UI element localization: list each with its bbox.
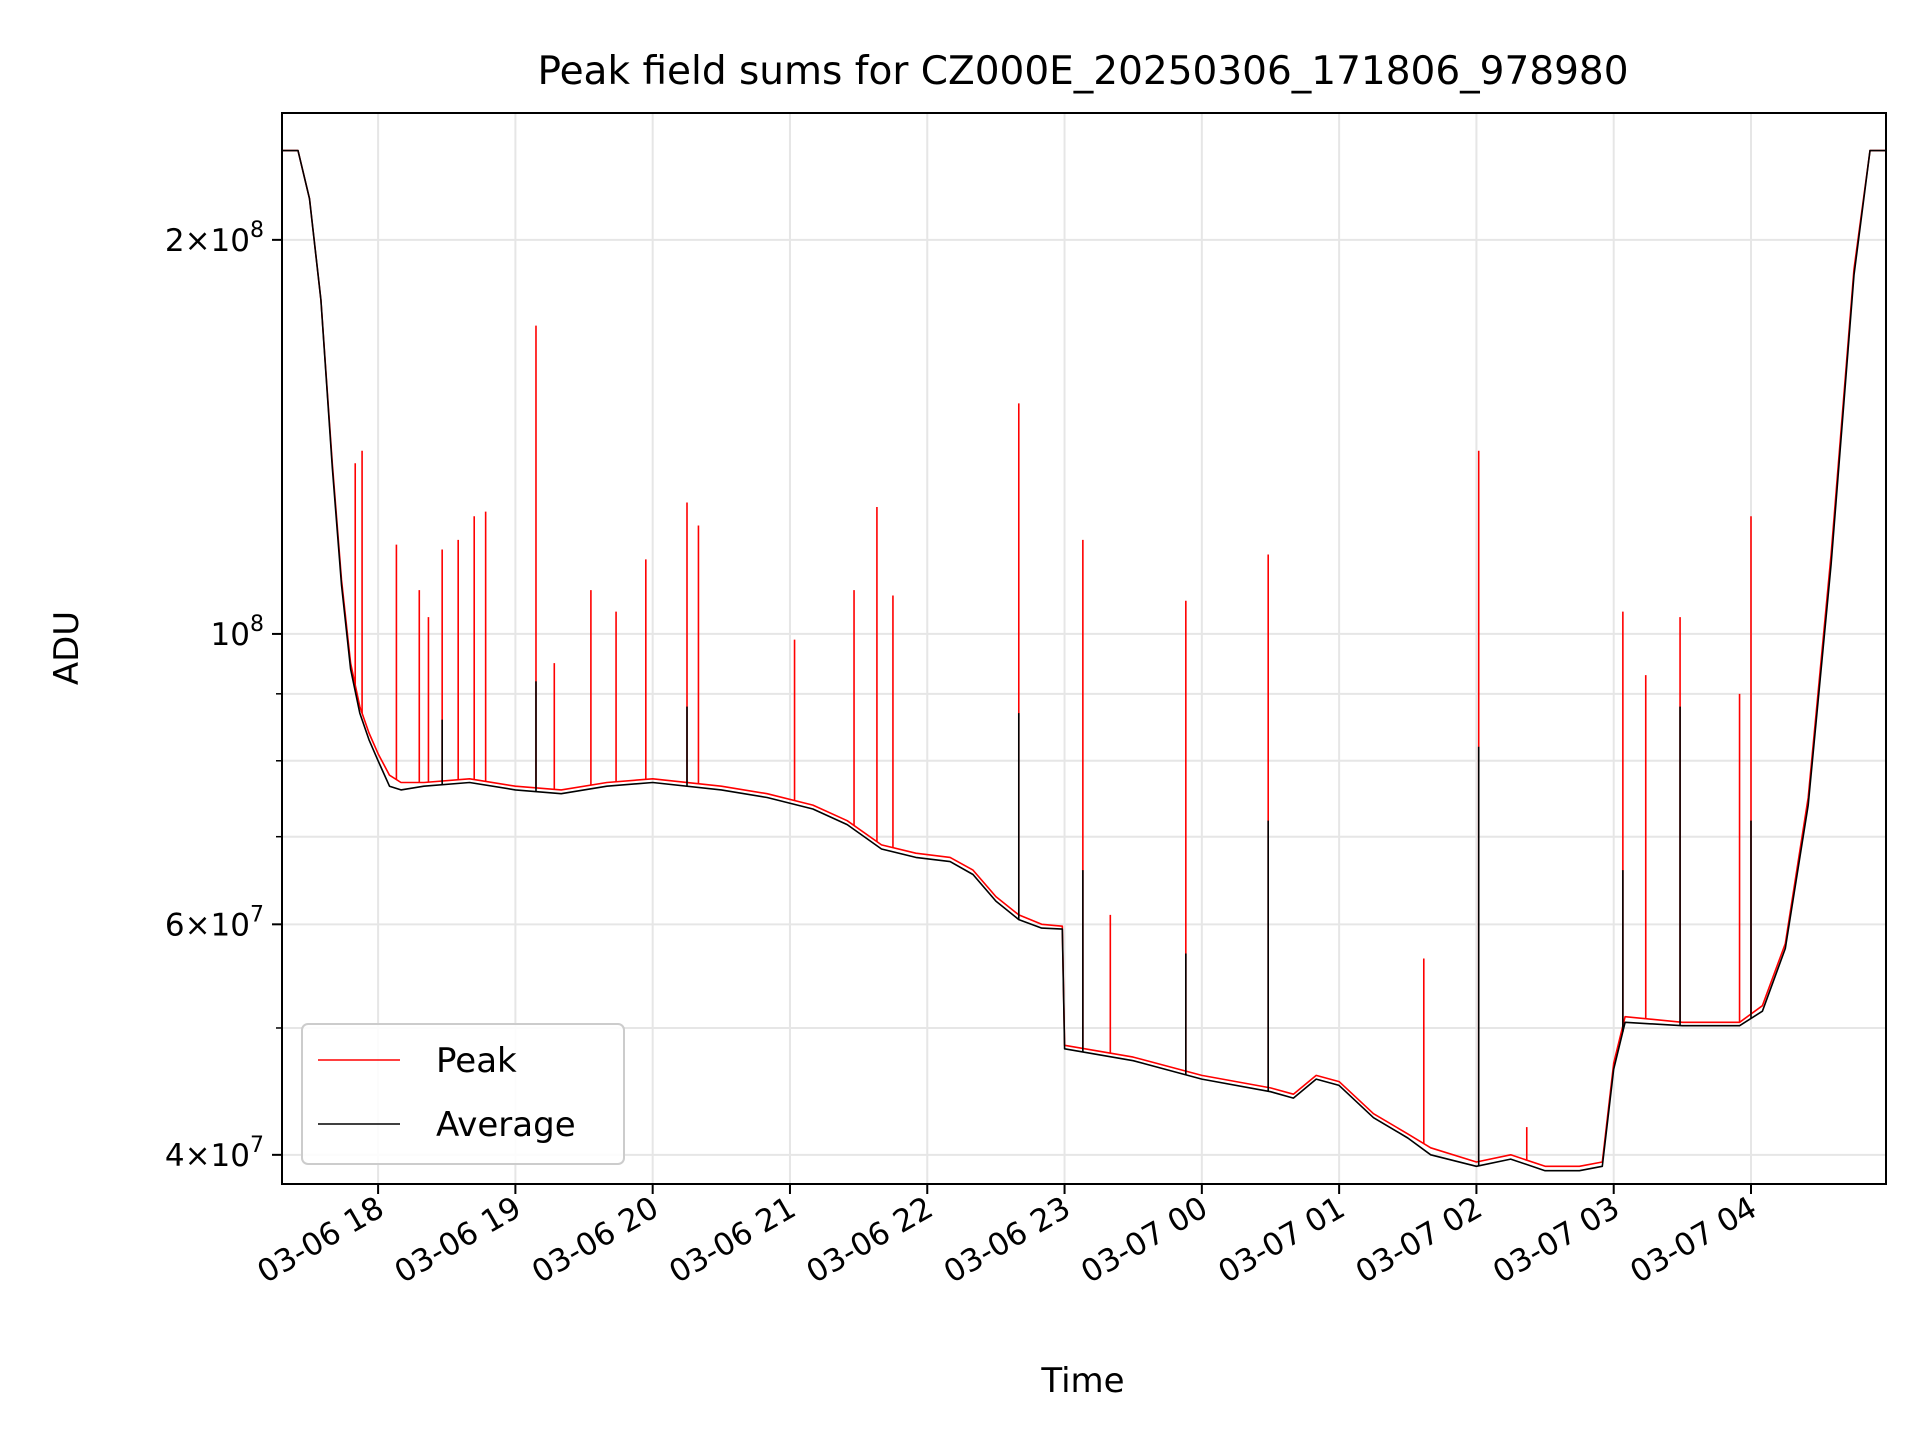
series-average <box>282 149 1886 1172</box>
plot-frame <box>281 112 1887 1185</box>
x-tick-label: 03-07 04 <box>1624 1190 1763 1291</box>
x-tick-label: 03-06 18 <box>251 1190 390 1291</box>
x-tick-label: 03-07 03 <box>1487 1190 1626 1291</box>
x-tick-label: 03-07 01 <box>1212 1190 1351 1291</box>
x-tick-label: 03-06 22 <box>801 1190 940 1291</box>
x-tick-label: 03-06 23 <box>938 1190 1077 1291</box>
series-peak <box>282 149 1886 1168</box>
legend: Peak Average <box>301 1023 625 1165</box>
series-layer <box>282 149 1886 1172</box>
chart-title: Peak field sums for CZ000E_20250306_1718… <box>537 49 1628 94</box>
y-axis-label: ADU <box>47 611 87 685</box>
y-tick-label: 4×107 <box>165 1133 264 1174</box>
y-tick-label: 2×108 <box>165 218 264 259</box>
x-tick-label: 03-07 02 <box>1350 1190 1489 1291</box>
legend-label-peak: Peak <box>436 1041 517 1081</box>
x-tick-label: 03-06 19 <box>389 1190 528 1291</box>
x-axis-label: Time <box>1040 1361 1124 1401</box>
y-tick-label: 108 <box>211 612 264 653</box>
x-tick-label: 03-07 00 <box>1075 1190 1214 1291</box>
x-tick-label: 03-06 20 <box>526 1190 665 1291</box>
legend-box <box>301 1023 625 1165</box>
x-tick-label: 03-06 21 <box>663 1190 802 1291</box>
y-tick-label: 6×107 <box>165 902 264 943</box>
legend-label-average: Average <box>436 1105 576 1145</box>
